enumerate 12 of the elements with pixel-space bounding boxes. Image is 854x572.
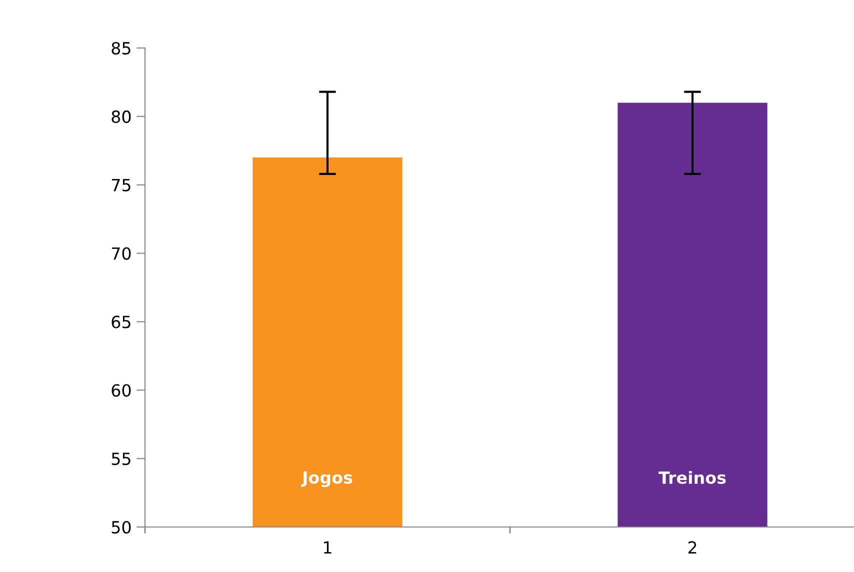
y-tick-label: 75 xyxy=(112,179,130,192)
annotation: Treinos xyxy=(658,471,726,484)
y-tick-label: 85 xyxy=(112,42,130,55)
x-tick-label: 1 xyxy=(324,541,332,554)
y-tick-label: 60 xyxy=(112,384,131,397)
y-tick-label: 50 xyxy=(112,520,131,534)
y-tick-label: 65 xyxy=(112,316,130,328)
annotation: Jogos xyxy=(301,471,352,488)
x-tick-label: 2 xyxy=(688,541,696,554)
y-tick-label: 80 xyxy=(112,110,131,123)
y-tick-label: 55 xyxy=(112,452,130,466)
y-tick-label: 70 xyxy=(112,247,131,260)
